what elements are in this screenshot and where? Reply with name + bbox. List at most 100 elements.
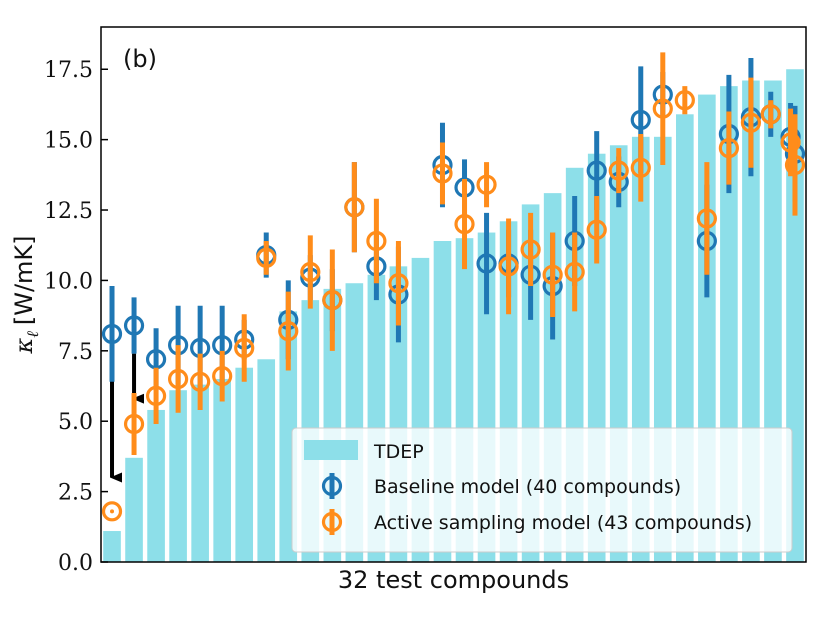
y-tick-label: 2.5 — [58, 481, 93, 506]
active-marker — [696, 162, 717, 275]
legend-label-baseline: Baseline model (40 compounds) — [374, 476, 681, 498]
active-marker-point — [168, 368, 189, 390]
legend-marker-active — [321, 509, 343, 535]
active-marker — [344, 162, 365, 253]
active-marker-point — [696, 208, 717, 229]
active-marker — [542, 232, 563, 318]
active-marker — [740, 77, 762, 168]
active-marker — [145, 367, 167, 425]
legend-marker-baseline — [321, 473, 343, 499]
baseline-marker-point — [123, 315, 145, 336]
x-axis-title: 32 test compounds — [338, 566, 569, 594]
active-marker-point — [300, 261, 321, 283]
y-axis-symbol: κ — [10, 338, 38, 355]
active-marker — [322, 249, 343, 351]
active-marker — [760, 100, 781, 129]
active-marker-point — [740, 112, 762, 133]
active-marker-point — [718, 137, 739, 159]
active-marker — [564, 232, 585, 312]
baseline-marker-point — [476, 253, 497, 274]
tdep-bar — [235, 367, 254, 562]
active-marker-point — [145, 385, 167, 406]
active-marker-point — [388, 273, 409, 294]
active-marker — [674, 86, 695, 115]
legend-swatch-tdep — [304, 440, 358, 460]
active-marker — [300, 235, 321, 309]
legend-box — [291, 427, 793, 553]
active-marker — [608, 148, 629, 194]
y-tick-label: 15.0 — [44, 129, 93, 154]
active-marker — [388, 241, 409, 326]
baseline-marker — [101, 286, 123, 382]
y-tick-label: 7.5 — [58, 340, 93, 365]
active-marker-point — [234, 337, 255, 359]
active-marker — [630, 134, 651, 202]
active-marker-point — [498, 256, 519, 277]
active-marker-point — [520, 239, 541, 260]
active-marker — [784, 114, 806, 216]
baseline-marker — [123, 297, 145, 354]
baseline-marker-point — [586, 160, 607, 181]
baseline-marker — [476, 212, 497, 315]
plot-frame — [100, 26, 807, 563]
active-marker-point — [278, 321, 299, 342]
legend-point — [321, 511, 343, 533]
active-marker-point — [123, 413, 145, 435]
legend-label-tdep: TDEP — [373, 441, 424, 463]
active-marker-point — [608, 160, 629, 181]
y-tick-label: 17.5 — [44, 58, 93, 83]
y-tick-label: 10.0 — [44, 269, 93, 294]
active-marker-point — [212, 366, 233, 387]
active-marker-point — [366, 230, 387, 252]
active-marker — [123, 393, 145, 455]
annotation-arrows — [110, 353, 145, 483]
tdep-bar — [213, 378, 231, 562]
legend-label-active: Active sampling model (43 compounds) — [374, 512, 752, 534]
active-marker — [476, 162, 497, 208]
active-marker — [101, 501, 123, 522]
tdep-bar — [103, 531, 121, 562]
active-marker — [718, 111, 739, 185]
active-marker-point — [322, 290, 343, 311]
y-tick-label: 5.0 — [58, 410, 93, 435]
tdep-bar — [169, 390, 187, 562]
tdep-bar — [257, 359, 276, 562]
y-axis-subscript: ℓ — [23, 331, 42, 338]
active-marker — [520, 212, 541, 287]
legend: TDEP Baseline model (40 compounds) Activ… — [291, 427, 793, 553]
active-marker — [586, 195, 607, 264]
active-marker-point — [432, 163, 453, 184]
y-tick-label: 12.5 — [44, 199, 93, 224]
active-marker — [652, 52, 673, 165]
active-marker — [780, 108, 801, 177]
active-marker-point — [586, 219, 607, 240]
tdep-bar — [147, 409, 165, 562]
active-marker — [432, 142, 453, 205]
tdep-bar — [125, 457, 143, 562]
active-marker-point — [652, 98, 673, 119]
active-sampling-series — [101, 52, 806, 522]
baseline-marker-point — [101, 323, 123, 345]
legend-point — [321, 475, 343, 497]
y-axis-title: κℓ [W/mK] — [10, 235, 42, 354]
active-marker-point — [674, 90, 695, 111]
active-marker — [278, 291, 299, 371]
panel-label: (b) — [123, 45, 157, 73]
y-axis-unit: [W/mK] — [10, 235, 38, 325]
tdep-bar — [191, 384, 209, 562]
active-marker — [454, 179, 475, 270]
active-marker-point — [760, 104, 781, 125]
active-marker — [212, 350, 233, 402]
active-marker-point — [344, 197, 365, 218]
active-marker-point — [101, 501, 123, 522]
active-marker — [190, 353, 211, 410]
active-marker-point — [630, 157, 651, 178]
active-marker-point — [542, 264, 563, 285]
y-tick-label: 0.0 — [58, 551, 93, 576]
active-marker-point — [780, 132, 801, 153]
active-marker-point — [564, 261, 585, 283]
active-marker — [256, 241, 277, 275]
y-axis-ticks: 0.0 2.5 5.0 7.5 10.0 12.5 15.0 17.5 — [44, 58, 108, 576]
active-marker — [234, 314, 255, 382]
